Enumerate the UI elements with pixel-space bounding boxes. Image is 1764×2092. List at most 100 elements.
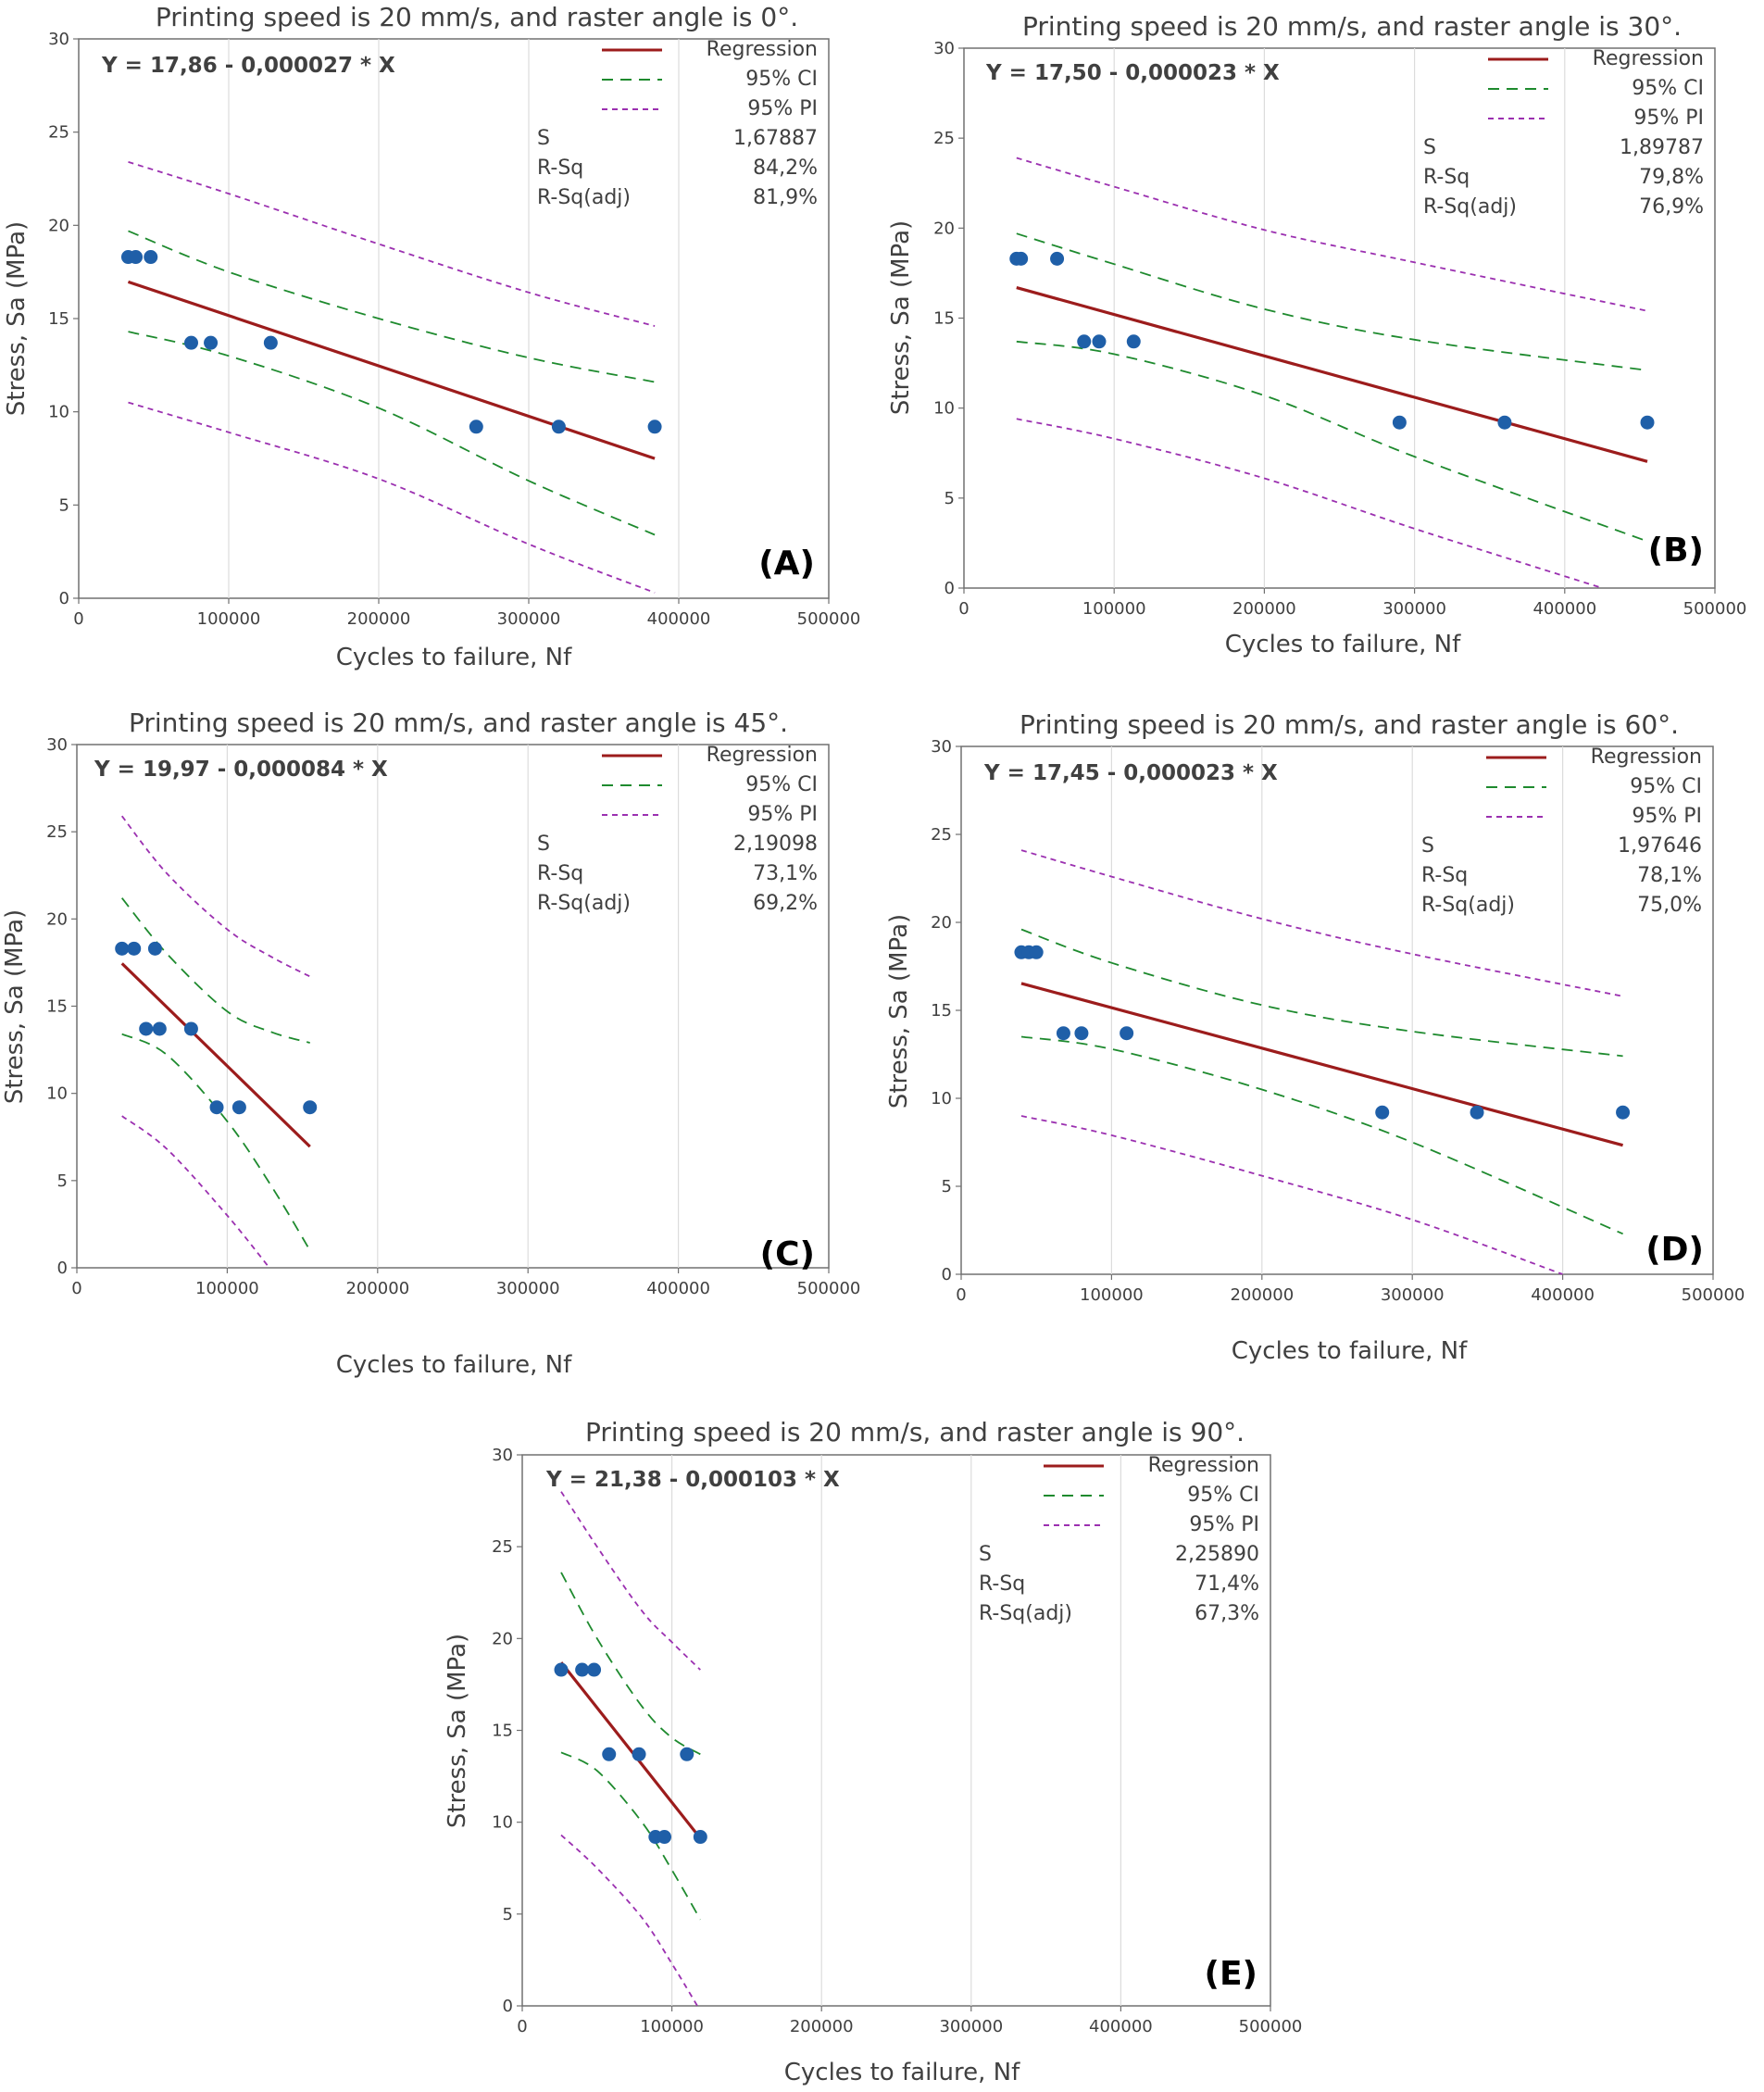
data-point — [263, 335, 278, 350]
data-point — [469, 420, 483, 434]
y-tick-label: 0 — [503, 1997, 513, 2016]
stat-value: 81,9% — [753, 186, 818, 209]
data-point — [1092, 334, 1107, 349]
regression-line — [127, 280, 656, 460]
chart-title: Printing speed is 20 mm/s, and raster an… — [129, 708, 788, 738]
regression-line — [1020, 982, 1623, 1147]
pi-lower-line — [560, 1834, 698, 2007]
ci-upper-line — [1020, 928, 1623, 1058]
ci-upper-line — [560, 1572, 701, 1756]
chart-panel-e: Printing speed is 20 mm/s, and raster an… — [444, 1417, 1302, 2086]
x-tick-label: 0 — [71, 1279, 81, 1298]
regression-equation: Y = 17,86 - 0,000027 * X — [101, 54, 395, 78]
y-tick-label: 5 — [503, 1905, 513, 1924]
panel-label: (C) — [760, 1235, 815, 1273]
y-tick-label: 0 — [942, 1265, 952, 1284]
data-point — [575, 1662, 590, 1677]
data-point — [115, 941, 130, 956]
y-tick-label: 5 — [942, 1177, 952, 1196]
regression-line — [120, 962, 311, 1148]
stat-label: R-Sq — [537, 862, 583, 885]
data-point — [204, 335, 219, 350]
x-axis-label: Cycles to failure, Nf — [1232, 1337, 1468, 1365]
x-axis-label: Cycles to failure, Nf — [1225, 631, 1461, 658]
x-tick-label: 100000 — [1082, 599, 1146, 619]
x-tick-label: 500000 — [797, 609, 861, 629]
x-tick-label: 0 — [73, 609, 83, 629]
y-tick-label: 5 — [57, 1171, 68, 1191]
x-tick-label: 100000 — [640, 2017, 704, 2036]
data-point — [587, 1662, 602, 1677]
x-tick-label: 400000 — [1531, 1285, 1595, 1305]
stat-label: S — [1421, 834, 1434, 858]
data-point — [1029, 945, 1044, 959]
panel-label: (E) — [1205, 1955, 1258, 1993]
data-point — [1616, 1105, 1631, 1120]
chart-title: Printing speed is 20 mm/s, and raster an… — [156, 2, 798, 32]
stat-label: S — [537, 127, 550, 150]
y-tick-label: 0 — [59, 589, 69, 608]
y-tick-label: 5 — [945, 489, 955, 508]
pi-upper-line — [1020, 849, 1623, 997]
legend-pi-label: 95% PI — [1632, 805, 1702, 828]
data-point — [1470, 1105, 1484, 1120]
y-tick-label: 25 — [46, 822, 68, 842]
chart-title: Printing speed is 20 mm/s, and raster an… — [585, 1417, 1245, 1447]
regression-equation: Y = 17,45 - 0,000023 * X — [983, 761, 1278, 785]
chart-panel-a: Printing speed is 20 mm/s, and raster an… — [3, 2, 861, 671]
regression-equation: Y = 17,50 - 0,000023 * X — [985, 61, 1280, 85]
stat-label: R-Sq(adj) — [1423, 195, 1517, 219]
y-tick-label: 10 — [933, 399, 955, 419]
ci-lower-line — [1020, 1035, 1623, 1235]
y-tick-label: 30 — [48, 30, 69, 49]
x-tick-label: 500000 — [1683, 599, 1747, 619]
data-point — [647, 420, 662, 434]
y-tick-label: 15 — [933, 309, 955, 329]
x-tick-label: 200000 — [790, 2017, 854, 2036]
legend-ci-label: 95% CI — [745, 773, 818, 796]
data-point — [1497, 415, 1512, 430]
data-point — [632, 1747, 646, 1761]
ci-upper-line — [1016, 232, 1648, 371]
y-tick-label: 25 — [933, 129, 955, 148]
pi-upper-line — [128, 161, 656, 327]
plot-area — [963, 47, 1716, 589]
data-point — [1640, 415, 1655, 430]
data-point — [127, 941, 142, 956]
x-tick-label: 400000 — [647, 609, 711, 629]
plot-area — [76, 744, 830, 1269]
pi-lower-line — [121, 1115, 270, 1269]
stat-value: 71,4% — [1195, 1572, 1259, 1596]
stat-label: R-Sq — [979, 1572, 1025, 1596]
y-tick-label: 0 — [57, 1259, 68, 1278]
chart-panel-c: Printing speed is 20 mm/s, and raster an… — [1, 708, 860, 1379]
plot-area — [521, 1454, 1271, 2007]
pi-upper-line — [1016, 157, 1648, 312]
pi-lower-line — [1020, 1115, 1563, 1275]
y-axis-label: Stress, Sa (MPa) — [1, 909, 29, 1104]
stat-value: 2,25890 — [1175, 1543, 1259, 1566]
y-tick-label: 15 — [48, 309, 69, 329]
legend-ci-label: 95% CI — [1187, 1484, 1259, 1507]
x-tick-label: 100000 — [195, 1279, 259, 1298]
stat-value: 76,9% — [1639, 195, 1704, 219]
y-tick-label: 20 — [933, 219, 955, 238]
x-tick-label: 400000 — [1533, 599, 1596, 619]
data-point — [144, 250, 158, 265]
x-tick-label: 300000 — [939, 2017, 1003, 2036]
y-axis-label: Stress, Sa (MPa) — [3, 221, 31, 416]
stat-value: 75,0% — [1637, 894, 1702, 917]
stat-label: R-Sq(adj) — [537, 892, 631, 915]
panel-label: (B) — [1648, 532, 1704, 570]
ci-lower-line — [560, 1751, 702, 1921]
x-tick-label: 300000 — [1381, 1285, 1445, 1305]
stat-label: R-Sq — [1423, 166, 1470, 189]
stat-value: 73,1% — [753, 862, 818, 885]
stat-value: 79,8% — [1639, 166, 1704, 189]
data-point — [231, 1100, 246, 1115]
x-tick-label: 200000 — [347, 609, 411, 629]
y-axis-label: Stress, Sa (MPa) — [885, 914, 913, 1109]
y-tick-label: 25 — [48, 123, 69, 143]
data-point — [1056, 1026, 1070, 1041]
chart-panel-b: Printing speed is 20 mm/s, and raster an… — [887, 11, 1747, 658]
